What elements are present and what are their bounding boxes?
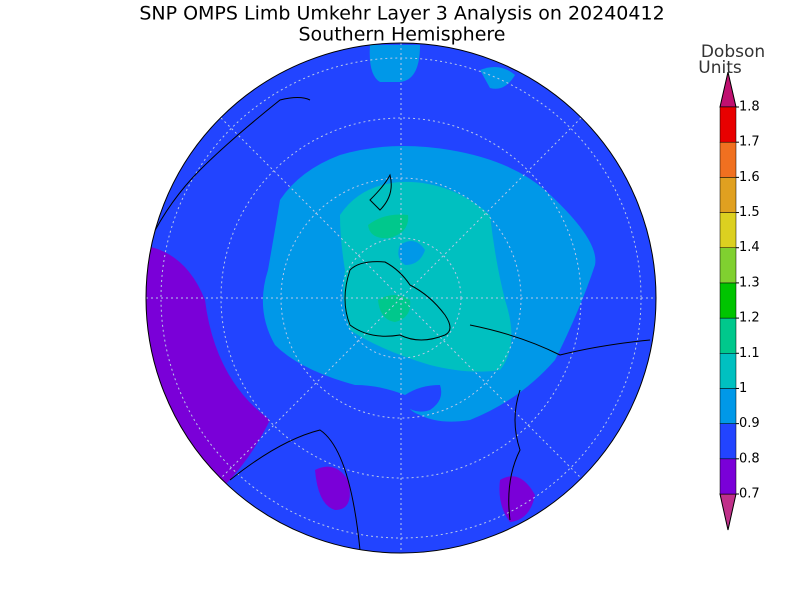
colorbar-band [719,317,737,354]
colorbar-tick-label: 1.7 [739,135,760,150]
map-subtitle: Southern Hemisphere [298,24,505,46]
colorbar-tick-label: 1.4 [739,240,760,255]
colorbar-band [719,423,737,460]
colorbar-band [719,282,737,319]
colorbar-under [719,493,737,531]
units-label: Dobson [701,42,765,62]
colorbar-tick-label: 1 [739,381,747,396]
map-border [145,42,657,554]
map-graticule [146,43,656,553]
colorbar-band [719,458,737,495]
colorbar: 0.7 0.8 0.9 1 1.1 1.2 1.3 1.4 1.5 1.6 1.7 1.8 [719,71,760,531]
colorbar-band [719,247,737,284]
colorbar-band [719,388,737,424]
colorbar-band [719,141,737,178]
map-title: SNP OMPS Limb Umkehr Layer 3 Analysis on… [139,3,664,25]
colorbar-tick-label: 1.3 [739,275,760,290]
coastlines [149,97,651,551]
colorbar-tick-label: 0.7 [739,487,760,502]
colorbar-tick-label: 1.6 [739,170,760,185]
colorbar-tick-label: 1.5 [739,205,760,220]
colorbar-tick-label: 1.8 [739,100,760,115]
colorbar-tick-label: 0.8 [739,451,760,466]
map-disk [146,43,656,553]
colorbar-tick-label: 1.1 [739,346,760,361]
colorbar-band [719,353,737,389]
colorbar-tick-label: 1.2 [739,311,760,326]
colorbar-band [719,106,737,143]
colorbar-band [719,177,737,213]
colorbar-tick-label: 0.9 [739,416,760,431]
units-label: Units [698,58,742,78]
colorbar-band [719,212,737,248]
